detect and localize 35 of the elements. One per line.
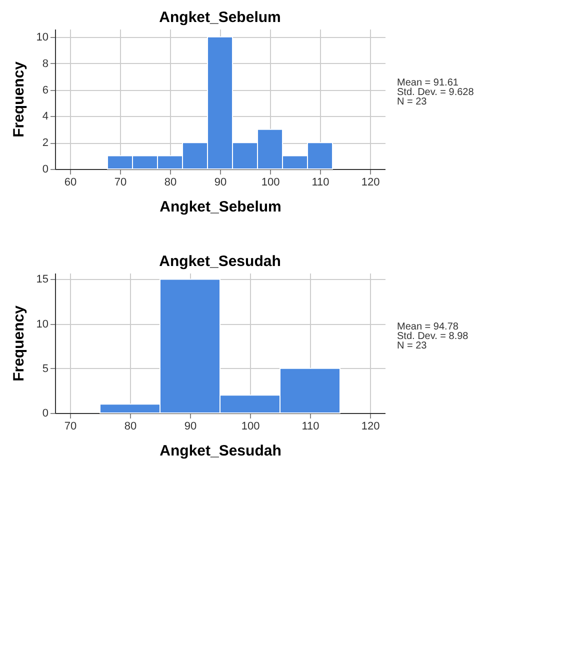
x-axis-title: Angket_Sebelum bbox=[160, 198, 282, 216]
x-tick-label: 120 bbox=[361, 420, 380, 432]
x-axis-title: Angket_Sesudah bbox=[160, 442, 282, 460]
x-tick-label: 70 bbox=[64, 420, 77, 432]
x-tick-label: 100 bbox=[241, 420, 260, 432]
x-tick-label: 70 bbox=[114, 176, 127, 188]
y-tick-label: 2 bbox=[42, 137, 48, 150]
x-tick-label: 60 bbox=[64, 176, 77, 188]
chart-title: Angket_Sebelum bbox=[159, 9, 281, 26]
text: Mean = 94.78 bbox=[397, 322, 459, 333]
text: N = 23 bbox=[397, 340, 428, 352]
x-tick-label: 80 bbox=[124, 420, 137, 432]
x-tick-label: 80 bbox=[164, 176, 177, 188]
y-tick-label: 6 bbox=[42, 84, 48, 96]
text: Mean = 91.61 bbox=[397, 78, 459, 89]
x-tick-label: 110 bbox=[312, 176, 330, 188]
y-tick-label: 10 bbox=[36, 318, 48, 330]
chart-title: Angket_Sesudah bbox=[159, 253, 281, 270]
y-tick-label: 4 bbox=[42, 110, 48, 123]
y-tick-label: 0 bbox=[42, 408, 48, 420]
x-tick-label: 120 bbox=[361, 176, 380, 188]
y-tick-label: 0 bbox=[42, 164, 48, 176]
text: Std. Dev. = 9.628 bbox=[397, 87, 474, 98]
y-tick-label: 8 bbox=[42, 58, 48, 70]
y-tick-label: 10 bbox=[36, 31, 48, 44]
y-axis-title: Frequency bbox=[10, 304, 28, 382]
x-tick-label: 110 bbox=[302, 420, 320, 432]
text: N = 23 bbox=[397, 96, 428, 108]
x-tick-label: 100 bbox=[261, 176, 280, 188]
y-axis-title: Frequency bbox=[10, 60, 28, 138]
text: Std. Dev. = 8.98 bbox=[397, 331, 469, 342]
y-tick-label: 15 bbox=[36, 274, 48, 286]
x-tick-label: 90 bbox=[184, 420, 197, 432]
x-tick-label: 90 bbox=[214, 176, 227, 188]
y-tick-label: 5 bbox=[42, 362, 48, 375]
